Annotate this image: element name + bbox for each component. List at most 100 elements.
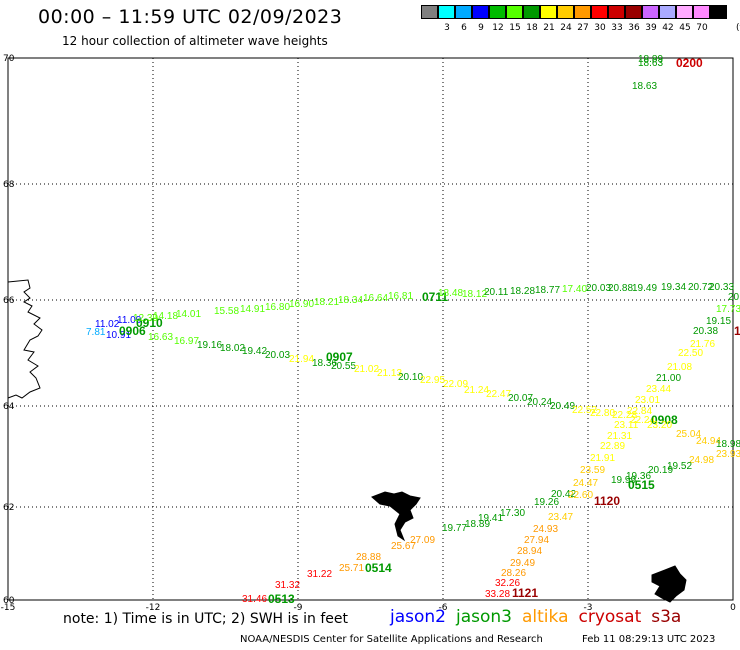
pass-time-label: 0200 bbox=[676, 56, 703, 70]
wave-height-value: 18.89 bbox=[465, 519, 490, 530]
pass-time-label: 0910 bbox=[136, 316, 163, 330]
axis-ticks: -15 -12 -9 -6 -3 0 70 68 66 64 62 60 bbox=[1, 54, 736, 613]
generated-timestamp: Feb 11 08:29:13 UTC 2023 bbox=[582, 634, 716, 645]
pass-time-label: 1120 bbox=[594, 494, 620, 508]
wave-height-value: 31.32 bbox=[275, 580, 300, 591]
wave-height-value: 27.09 bbox=[410, 535, 435, 546]
colorbar-label: 42 bbox=[662, 23, 674, 33]
wave-height-value: 25.04 bbox=[676, 429, 701, 440]
wave-height-value: 21.31 bbox=[607, 431, 632, 442]
y-tick-label: 68 bbox=[3, 180, 15, 190]
wave-height-value: 21.94 bbox=[289, 354, 314, 365]
colorbar-label: 36 bbox=[628, 23, 640, 33]
wave-height-value: 22.09 bbox=[443, 379, 468, 390]
y-tick-label: 66 bbox=[3, 296, 15, 306]
colorbar-swatch bbox=[438, 5, 455, 19]
colorbar-label: 70 bbox=[696, 23, 708, 33]
wave-height-value: 20.07 bbox=[508, 393, 533, 404]
wave-height-value: 16.90 bbox=[289, 299, 314, 310]
legend-cryosat: cryosat bbox=[578, 607, 642, 627]
colorbar-label: 27 bbox=[577, 23, 589, 33]
wave-height-value: 23.59 bbox=[580, 465, 605, 476]
pass-time-label: 0515 bbox=[628, 478, 655, 492]
wave-height-value: 19.99 bbox=[611, 475, 636, 486]
colorbar-label: 9 bbox=[478, 23, 484, 33]
colorbar-unit: (ft) bbox=[736, 23, 740, 33]
wave-height-value: 18.02 bbox=[220, 343, 245, 354]
wave-height-value: 18.34 bbox=[338, 295, 363, 306]
colorbar-label: 45 bbox=[679, 23, 691, 33]
wave-height-value: 19.52 bbox=[667, 461, 692, 472]
colorbar-label: 15 bbox=[509, 23, 521, 33]
wave-height-value: 22.50 bbox=[678, 348, 703, 359]
colorbar-swatch bbox=[574, 5, 591, 19]
wave-height-value: 16.64 bbox=[363, 293, 388, 304]
wave-height-value: 24.94 bbox=[696, 436, 721, 447]
pass-time-label: 0908 bbox=[651, 413, 678, 427]
legend-jason3: jason3 bbox=[456, 607, 512, 627]
pass-time-label: 1121 bbox=[512, 586, 538, 600]
wave-height-value: 20.19 bbox=[648, 465, 673, 476]
wave-height-value: 21.91 bbox=[590, 453, 615, 464]
colorbar-label: 24 bbox=[560, 23, 572, 33]
y-tick-label: 64 bbox=[3, 402, 15, 412]
wave-height-value: 19.41 bbox=[478, 513, 503, 524]
colorbar-swatch bbox=[523, 5, 540, 19]
wave-height-value: 10.91 bbox=[106, 330, 131, 341]
wave-height-value: 23.93 bbox=[716, 449, 740, 460]
map-title: 00:00 – 11:59 UTC 02/09/2023 bbox=[38, 6, 343, 28]
wave-height-value: 19.15 bbox=[706, 316, 731, 327]
colorbar-label: 12 bbox=[492, 23, 504, 33]
wave-height-value: 16.63 bbox=[148, 332, 173, 343]
wave-height-value: 22.47 bbox=[486, 389, 511, 400]
wave-height-value: 23.44 bbox=[646, 384, 671, 395]
wave-height-value: 20.24 bbox=[527, 397, 552, 408]
wave-height-value: 27.94 bbox=[524, 535, 549, 546]
wave-height-value: 16.80 bbox=[265, 302, 290, 313]
wave-height-value: 18.48 bbox=[438, 288, 463, 299]
wave-height-value: 21.76 bbox=[690, 339, 715, 350]
x-tick-label: 0 bbox=[730, 603, 736, 613]
wave-height-value: 11.09 bbox=[117, 315, 142, 326]
wave-height-value: 17.73 bbox=[716, 304, 740, 315]
wave-height-value: 22.52 bbox=[572, 405, 597, 416]
wave-height-value: 14.18 bbox=[153, 311, 178, 322]
footnote: note: 1) Time is in UTC; 2) SWH is in fe… bbox=[63, 611, 349, 627]
iceland-coastline bbox=[7, 279, 43, 399]
wave-height-value: 19.16 bbox=[197, 340, 222, 351]
satellite-legend: jason2 jason3 altika cryosat s3a bbox=[390, 607, 691, 627]
y-tick-label: 60 bbox=[3, 596, 15, 606]
wave-height-value: 18.89 bbox=[638, 54, 663, 65]
colorbar-swatch bbox=[608, 5, 625, 19]
colorbar-swatch bbox=[421, 5, 438, 19]
wave-height-value: 18.77 bbox=[535, 285, 560, 296]
colorbar-swatch bbox=[506, 5, 523, 19]
colorbar-label: 30 bbox=[594, 23, 606, 33]
wave-height-value: 20.11 bbox=[484, 287, 509, 298]
wave-height-value: 19.34 bbox=[661, 282, 686, 293]
wave-height-value: 23.47 bbox=[548, 512, 573, 523]
faroe-islands bbox=[371, 491, 421, 542]
pass-time-label: 0514 bbox=[365, 561, 392, 575]
wave-height-value: 20.33 bbox=[709, 282, 734, 293]
wave-height-value: 18.63 bbox=[632, 81, 657, 92]
wave-height-value: 18.98 bbox=[716, 439, 740, 450]
colorbar-label: 33 bbox=[611, 23, 623, 33]
wave-height-value: 21.24 bbox=[464, 385, 489, 396]
wave-height-value: 14.01 bbox=[176, 309, 201, 320]
wave-height-value: 17.40 bbox=[562, 284, 587, 295]
map-subtitle: 12 hour collection of altimeter wave hei… bbox=[62, 34, 328, 48]
legend-s3a: s3a bbox=[651, 607, 682, 627]
x-tick-label: -15 bbox=[1, 603, 16, 613]
wave-height-value: 20.38 bbox=[693, 326, 718, 337]
wave-height-value: 31.22 bbox=[307, 569, 332, 580]
wave-height-value: 28.26 bbox=[501, 568, 526, 579]
map-grid bbox=[8, 58, 733, 600]
legend-jason2: jason2 bbox=[390, 607, 446, 627]
wave-height-value: 22.24 bbox=[630, 415, 655, 426]
wave-height-value: 31.46 bbox=[242, 594, 267, 605]
wave-height-value: 24.98 bbox=[689, 455, 714, 466]
colorbar-swatch bbox=[455, 5, 472, 19]
colorbar-swatch bbox=[625, 5, 642, 19]
